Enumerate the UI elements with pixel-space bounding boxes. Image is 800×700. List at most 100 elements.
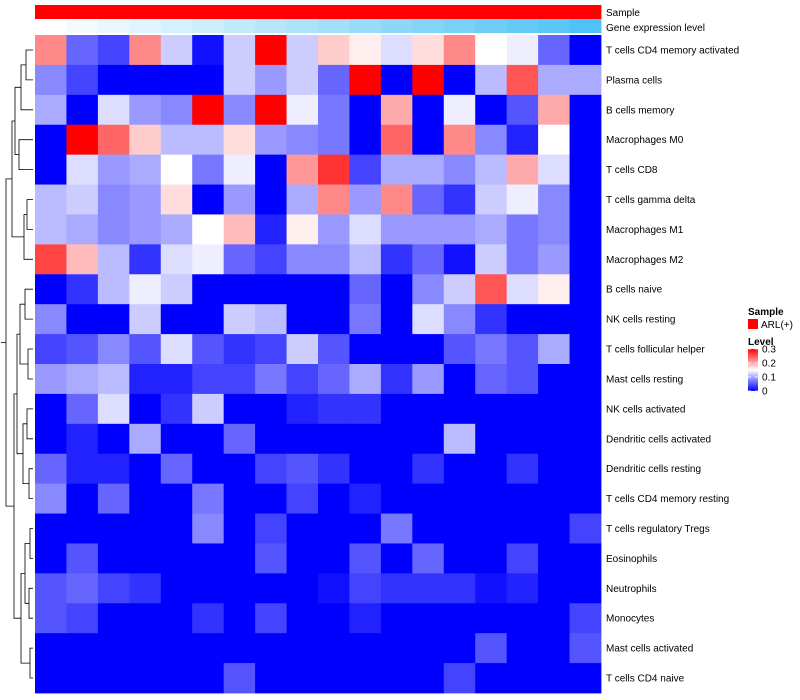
heatmap-cell bbox=[318, 64, 350, 96]
heatmap-cell bbox=[443, 334, 476, 365]
heatmap-cell bbox=[97, 64, 130, 96]
heatmap-cell bbox=[97, 124, 130, 156]
heatmap-cell bbox=[569, 334, 602, 365]
heatmap-cell bbox=[129, 35, 162, 66]
heatmap-cell bbox=[443, 35, 476, 66]
heatmap-cell bbox=[349, 274, 382, 305]
heatmap-cell bbox=[443, 274, 476, 305]
row-label: T cells CD8 bbox=[606, 165, 658, 176]
heatmap-cell bbox=[129, 304, 162, 335]
sample-annotation-cell bbox=[255, 5, 287, 19]
dendrogram-branch bbox=[11, 120, 24, 238]
heatmap-cell bbox=[569, 663, 602, 694]
heatmap-cell bbox=[192, 393, 225, 425]
heatmap-cell bbox=[412, 453, 445, 485]
heatmap-cell bbox=[160, 543, 193, 574]
gene-expression-annotation-cell bbox=[443, 19, 476, 33]
heatmap-cell bbox=[569, 483, 602, 514]
heatmap-cell bbox=[569, 244, 602, 275]
heatmap-cell bbox=[506, 244, 539, 275]
heatmap-cell bbox=[506, 543, 539, 574]
heatmap-cell bbox=[443, 244, 476, 275]
heatmap-cell bbox=[506, 64, 539, 96]
heatmap-cell bbox=[349, 393, 382, 425]
heatmap-cell bbox=[318, 214, 350, 245]
heatmap-cell bbox=[160, 64, 193, 96]
heatmap-cell bbox=[286, 274, 319, 305]
heatmap-cell bbox=[412, 334, 445, 365]
heatmap-cell bbox=[255, 364, 287, 395]
heatmap-cell bbox=[192, 603, 225, 634]
heatmap-cell bbox=[443, 154, 476, 185]
gene-expression-annotation-cell bbox=[569, 19, 602, 33]
heatmap-cell bbox=[349, 64, 382, 96]
heatmap-cell bbox=[506, 423, 539, 455]
heatmap-cell bbox=[286, 423, 319, 455]
heatmap-cell bbox=[349, 154, 382, 185]
heatmap-cell bbox=[443, 663, 476, 694]
heatmap-cell bbox=[35, 184, 67, 215]
row-label: NK cells resting bbox=[606, 315, 675, 326]
heatmap-cell bbox=[475, 184, 508, 215]
heatmap-cell bbox=[506, 184, 539, 215]
heatmap-cell bbox=[475, 633, 508, 664]
heatmap-cell bbox=[35, 423, 67, 455]
heatmap-cell bbox=[569, 35, 602, 66]
heatmap-cell bbox=[380, 453, 413, 485]
heatmap-cell bbox=[129, 573, 162, 604]
heatmap-cell bbox=[255, 304, 287, 335]
heatmap-cell bbox=[35, 64, 67, 96]
heatmap-cell bbox=[129, 154, 162, 185]
row-label: T cells CD4 memory resting bbox=[606, 494, 729, 505]
heatmap-cell bbox=[538, 184, 570, 215]
dendrogram-branch bbox=[29, 647, 33, 679]
heatmap-cell bbox=[97, 393, 130, 425]
heatmap-cell bbox=[380, 543, 413, 574]
heatmap-cell bbox=[255, 94, 287, 126]
row-label: B cells naive bbox=[606, 285, 663, 296]
heatmap-cell bbox=[97, 633, 130, 664]
heatmap-cell bbox=[569, 393, 602, 425]
heatmap-cell bbox=[129, 453, 162, 485]
heatmap-cell bbox=[380, 663, 413, 694]
heatmap-cell bbox=[97, 184, 130, 215]
heatmap-cell bbox=[66, 64, 99, 96]
heatmap-cell bbox=[569, 124, 602, 156]
heatmap-cell bbox=[66, 35, 99, 66]
heatmap-cell bbox=[129, 513, 162, 544]
gene-expression-annotation-cell bbox=[506, 19, 539, 33]
sample-annotation-cell bbox=[443, 5, 476, 19]
gene-expression-annotation-cell bbox=[223, 19, 256, 33]
heatmap-cell bbox=[97, 334, 130, 365]
heatmap-cell bbox=[569, 94, 602, 126]
heatmap-cell bbox=[349, 513, 382, 544]
dendrogram-branch bbox=[25, 49, 33, 81]
legend-ticks: 0.3 0.2 0.1 0 bbox=[748, 345, 776, 398]
heatmap-cell bbox=[286, 35, 319, 66]
heatmap-cell bbox=[506, 483, 539, 514]
heatmap-cell bbox=[443, 184, 476, 215]
heatmap-cell bbox=[569, 603, 602, 634]
heatmap-cell bbox=[286, 453, 319, 485]
heatmap-cell bbox=[255, 64, 287, 96]
heatmap-cell bbox=[443, 94, 476, 126]
heatmap-cell bbox=[380, 573, 413, 604]
heatmap-cell bbox=[129, 603, 162, 634]
sample-annotation-cell bbox=[412, 5, 445, 19]
heatmap-cell bbox=[223, 453, 256, 485]
heatmap-cell bbox=[97, 94, 130, 126]
heatmap-cell bbox=[538, 35, 570, 66]
heatmap-cell bbox=[380, 94, 413, 126]
heatmap-cell bbox=[223, 573, 256, 604]
heatmap-cell bbox=[192, 483, 225, 514]
heatmap-cell bbox=[475, 124, 508, 156]
heatmap-cell bbox=[286, 154, 319, 185]
heatmap-cell bbox=[255, 154, 287, 185]
heatmap-cell bbox=[223, 184, 256, 215]
row-label: Macrophages M0 bbox=[606, 135, 684, 146]
heatmap-cell bbox=[538, 124, 570, 156]
dendrogram-branch bbox=[13, 393, 21, 619]
heatmap-cell bbox=[318, 483, 350, 514]
sample-annotation-cell bbox=[192, 5, 225, 19]
heatmap-cell bbox=[318, 124, 350, 156]
